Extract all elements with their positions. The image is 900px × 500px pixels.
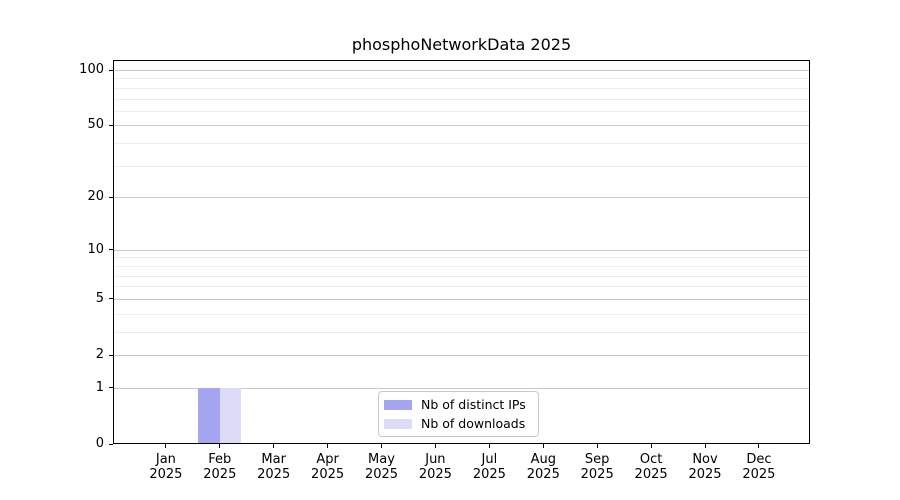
legend-swatch <box>384 399 412 410</box>
x-tick-year: 2025 <box>580 467 614 482</box>
y-tick-label: 10 <box>87 241 104 257</box>
gridline-major <box>114 197 809 199</box>
gridline-minor <box>114 275 809 277</box>
gridline-minor <box>114 331 809 333</box>
x-tick <box>381 444 382 448</box>
x-tick-year: 2025 <box>472 467 506 482</box>
gridline-minor <box>114 110 809 112</box>
gridline-major <box>114 387 809 389</box>
x-tick-month: Jul <box>481 452 498 467</box>
y-tick-label: 50 <box>87 117 104 133</box>
x-tick-month: Jan <box>155 452 176 467</box>
x-tick-label: Apr 2025 <box>296 452 360 482</box>
x-tick-year: 2025 <box>634 467 668 482</box>
x-tick-label: Jan 2025 <box>134 452 198 482</box>
x-tick-month: Jun <box>425 452 446 467</box>
y-tick <box>109 387 113 389</box>
gridline-minor <box>114 87 809 89</box>
y-tick <box>109 69 113 71</box>
y-tick-label: 100 <box>79 62 104 77</box>
y-tick-label: 2 <box>95 347 104 362</box>
bar-nb-of-distinct-ips <box>198 387 220 443</box>
gridline-minor <box>114 165 809 167</box>
x-tick <box>704 444 706 448</box>
x-tick <box>542 444 544 448</box>
y-tick <box>109 124 113 126</box>
x-tick <box>488 444 490 448</box>
y-tick-label: 0 <box>95 436 104 451</box>
gridline-minor <box>114 257 809 259</box>
x-tick <box>434 444 436 448</box>
gridline-minor <box>114 313 809 315</box>
x-tick-month: Feb <box>208 452 232 467</box>
bar-nb-of-downloads <box>219 387 242 443</box>
x-tick-year: 2025 <box>149 467 183 482</box>
x-tick-month: Mar <box>261 452 286 467</box>
gridline-major <box>114 125 809 127</box>
y-tick <box>109 249 113 251</box>
x-tick <box>165 444 167 448</box>
y-tick <box>109 196 113 198</box>
gridline-major <box>114 70 809 71</box>
y-tick-label: 1 <box>95 379 104 395</box>
x-tick-year: 2025 <box>364 467 399 482</box>
x-tick-month: May <box>368 452 395 467</box>
x-tick-month: Nov <box>692 452 718 467</box>
gridline-minor <box>114 78 809 80</box>
x-tick <box>273 444 275 448</box>
gridline-major <box>114 298 809 300</box>
x-tick-year: 2025 <box>311 467 345 482</box>
y-tick <box>109 298 113 300</box>
x-tick-year: 2025 <box>742 467 776 482</box>
x-tick-year: 2025 <box>418 467 452 482</box>
y-tick-label: 5 <box>95 290 104 306</box>
x-tick-year: 2025 <box>257 467 291 482</box>
x-tick-label: Nov 2025 <box>673 452 737 482</box>
x-tick-year: 2025 <box>203 467 237 482</box>
y-tick <box>109 354 113 356</box>
gridline-minor <box>114 265 809 267</box>
x-tick-label: May 2025 <box>350 452 414 482</box>
x-tick-label: Dec 2025 <box>727 452 791 482</box>
x-tick-year: 2025 <box>688 467 722 482</box>
x-tick <box>650 444 652 448</box>
x-tick <box>758 444 760 448</box>
legend-label: Nb of downloads <box>421 416 526 431</box>
x-tick <box>596 444 598 448</box>
legend-item: Nb of downloads <box>384 415 526 432</box>
x-tick-label: Feb 2025 <box>188 452 252 482</box>
gridline-major <box>114 355 809 356</box>
y-tick-label: 20 <box>87 189 104 205</box>
x-tick <box>219 444 221 448</box>
chart-title: phosphoNetworkData 2025 <box>351 35 572 54</box>
x-tick-label: Jul 2025 <box>457 452 521 482</box>
x-tick-month: Apr <box>316 452 339 467</box>
x-tick-month: Dec <box>746 452 772 467</box>
x-tick-label: Jun 2025 <box>403 452 467 482</box>
plot-area <box>113 60 810 444</box>
gridline-major <box>114 249 809 251</box>
x-tick-month: Oct <box>639 452 663 467</box>
gridline-minor <box>114 143 809 145</box>
legend-item: Nb of distinct IPs <box>384 396 526 413</box>
x-tick-label: Aug 2025 <box>511 452 575 482</box>
x-tick-month: Aug <box>530 452 556 467</box>
legend: Nb of distinct IPs Nb of downloads <box>378 391 539 437</box>
x-tick-label: Oct 2025 <box>619 452 683 482</box>
y-tick <box>109 443 113 445</box>
x-tick-label: Mar 2025 <box>242 452 306 482</box>
x-tick-label: Sep 2025 <box>565 452 629 482</box>
gridline-minor <box>114 286 809 288</box>
x-tick <box>327 444 329 448</box>
gridline-minor <box>114 98 809 100</box>
x-tick-year: 2025 <box>526 467 560 482</box>
x-tick-month: Sep <box>584 452 610 467</box>
legend-label: Nb of distinct IPs <box>421 397 526 412</box>
legend-swatch <box>384 418 412 429</box>
